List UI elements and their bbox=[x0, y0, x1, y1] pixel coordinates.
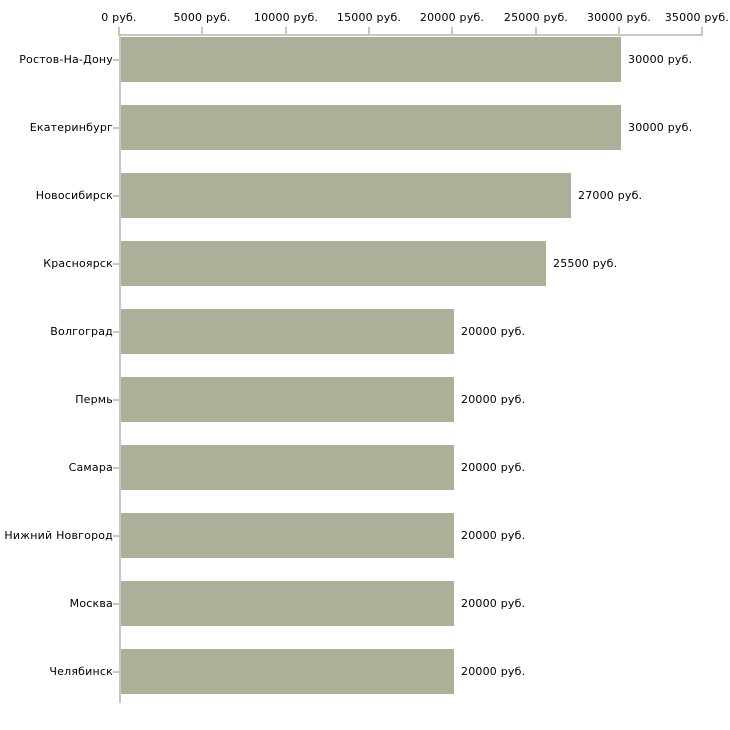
bar-value-label: 20000 руб. bbox=[461, 597, 526, 610]
x-axis-tick-label: 20000 руб. bbox=[419, 11, 485, 24]
bar-value-label: 20000 руб. bbox=[461, 665, 526, 678]
bar bbox=[121, 581, 454, 626]
bar-value-label: 20000 руб. bbox=[461, 325, 526, 338]
x-axis-tick-label: 35000 руб. bbox=[664, 11, 729, 24]
x-axis-line bbox=[119, 34, 702, 36]
bar bbox=[121, 377, 454, 422]
bar bbox=[121, 173, 571, 218]
category-label: Екатеринбург bbox=[29, 121, 113, 134]
bar bbox=[121, 649, 454, 694]
bar bbox=[121, 37, 621, 82]
category-tick-mark bbox=[113, 127, 119, 129]
category-tick-mark bbox=[113, 671, 119, 673]
bar-value-label: 20000 руб. bbox=[461, 461, 526, 474]
x-axis-tick-label: 25000 руб. bbox=[503, 11, 569, 24]
bar bbox=[121, 241, 546, 286]
category-tick-mark bbox=[113, 263, 119, 265]
bar bbox=[121, 513, 454, 558]
category-tick-mark bbox=[113, 195, 119, 197]
category-tick-mark bbox=[113, 603, 119, 605]
bar-value-label: 20000 руб. bbox=[461, 393, 526, 406]
x-axis-tick-mark bbox=[535, 27, 537, 36]
x-axis-tick-mark bbox=[118, 27, 120, 36]
category-label: Красноярск bbox=[43, 257, 113, 270]
category-tick-mark bbox=[113, 331, 119, 333]
category-label: Нижний Новгород bbox=[4, 529, 113, 542]
bar-value-label: 27000 руб. bbox=[578, 189, 643, 202]
bar-value-label: 25500 руб. bbox=[553, 257, 618, 270]
bar-value-label: 30000 руб. bbox=[628, 121, 693, 134]
category-label: Новосибирск bbox=[35, 189, 113, 202]
category-tick-mark bbox=[113, 535, 119, 537]
category-label: Ростов-На-Дону bbox=[19, 53, 113, 66]
category-label: Москва bbox=[69, 597, 113, 610]
category-label: Волгоград bbox=[50, 325, 113, 338]
category-tick-mark bbox=[113, 467, 119, 469]
x-axis-tick-label: 15000 руб. bbox=[336, 11, 402, 24]
x-axis-tick-mark bbox=[701, 27, 703, 36]
x-axis-tick-mark bbox=[368, 27, 370, 36]
y-axis-line bbox=[119, 34, 121, 703]
bar bbox=[121, 445, 454, 490]
x-axis-tick-mark bbox=[618, 27, 620, 36]
x-axis-tick-label: 10000 руб. bbox=[253, 11, 319, 24]
category-label: Самара bbox=[68, 461, 113, 474]
bar bbox=[121, 309, 454, 354]
category-label: Челябинск bbox=[49, 665, 113, 678]
bar bbox=[121, 105, 621, 150]
x-axis-tick-label: 30000 руб. bbox=[586, 11, 652, 24]
category-label: Пермь bbox=[75, 393, 113, 406]
x-axis-tick-mark bbox=[451, 27, 453, 36]
category-tick-mark bbox=[113, 399, 119, 401]
category-tick-mark bbox=[113, 59, 119, 61]
x-axis-tick-label: 5000 руб. bbox=[173, 11, 231, 24]
bar-value-label: 30000 руб. bbox=[628, 53, 693, 66]
x-axis-tick-mark bbox=[201, 27, 203, 36]
x-axis-tick-label: 0 руб. bbox=[101, 11, 137, 24]
x-axis-tick-mark bbox=[285, 27, 287, 36]
bar-value-label: 20000 руб. bbox=[461, 529, 526, 542]
